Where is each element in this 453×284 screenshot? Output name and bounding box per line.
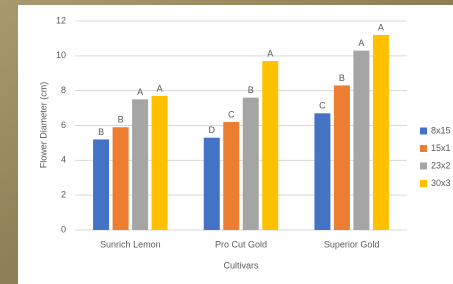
bar: [243, 98, 259, 230]
letter-label: B: [98, 127, 104, 137]
y-tick-label: 4: [61, 155, 66, 165]
letter-label: A: [358, 38, 364, 48]
x-tick-label: Sunrich Lemon: [100, 239, 161, 249]
page: Flower Diameter (cm) Cultivars 0 2 4 6 8 10 12…: [0, 0, 453, 284]
bar: [373, 35, 389, 230]
y-axis-label: Flower Diameter (cm): [38, 82, 48, 169]
bar: [334, 85, 350, 230]
letter-label: A: [267, 48, 273, 58]
y-tick-label: 2: [61, 190, 66, 200]
x-tick-label: Pro Cut Gold: [215, 239, 267, 249]
bar: [223, 122, 239, 230]
legend-label: 23x2: [431, 160, 451, 170]
y-tick-label: 12: [56, 15, 66, 25]
y-tick-label: 10: [56, 50, 66, 60]
bar: [262, 61, 278, 230]
letter-label: B: [248, 85, 254, 95]
letter-label: A: [157, 83, 163, 93]
bar: [113, 127, 129, 230]
legend-label: 8x15: [431, 125, 451, 135]
legend-swatch: [420, 180, 427, 187]
bar: [132, 99, 148, 230]
bar: [93, 139, 109, 230]
y-tick-label: 8: [61, 85, 66, 95]
legend-label: 30x3: [431, 178, 451, 188]
y-tick-label: 6: [61, 120, 66, 130]
bar: [314, 113, 330, 230]
letter-label: B: [118, 115, 124, 125]
letter-label: C: [319, 101, 326, 111]
letter-label: A: [378, 22, 384, 32]
bar: [353, 51, 369, 230]
letter-label: B: [339, 73, 345, 83]
letter-label: C: [228, 109, 235, 119]
bar: [152, 96, 168, 230]
letter-label: A: [137, 87, 143, 97]
bar: [204, 138, 220, 230]
legend-swatch: [420, 145, 427, 152]
x-tick-label: Superior Gold: [324, 239, 380, 249]
y-tick-label: 0: [61, 224, 66, 234]
letter-label: D: [209, 125, 216, 135]
legend-label: 15x1: [431, 143, 451, 153]
x-axis-label: Cultivars: [223, 260, 259, 270]
chart: Flower Diameter (cm) Cultivars 0 2 4 6 8 10 12…: [0, 0, 453, 284]
legend-swatch: [420, 163, 427, 170]
legend-swatch: [420, 128, 427, 135]
